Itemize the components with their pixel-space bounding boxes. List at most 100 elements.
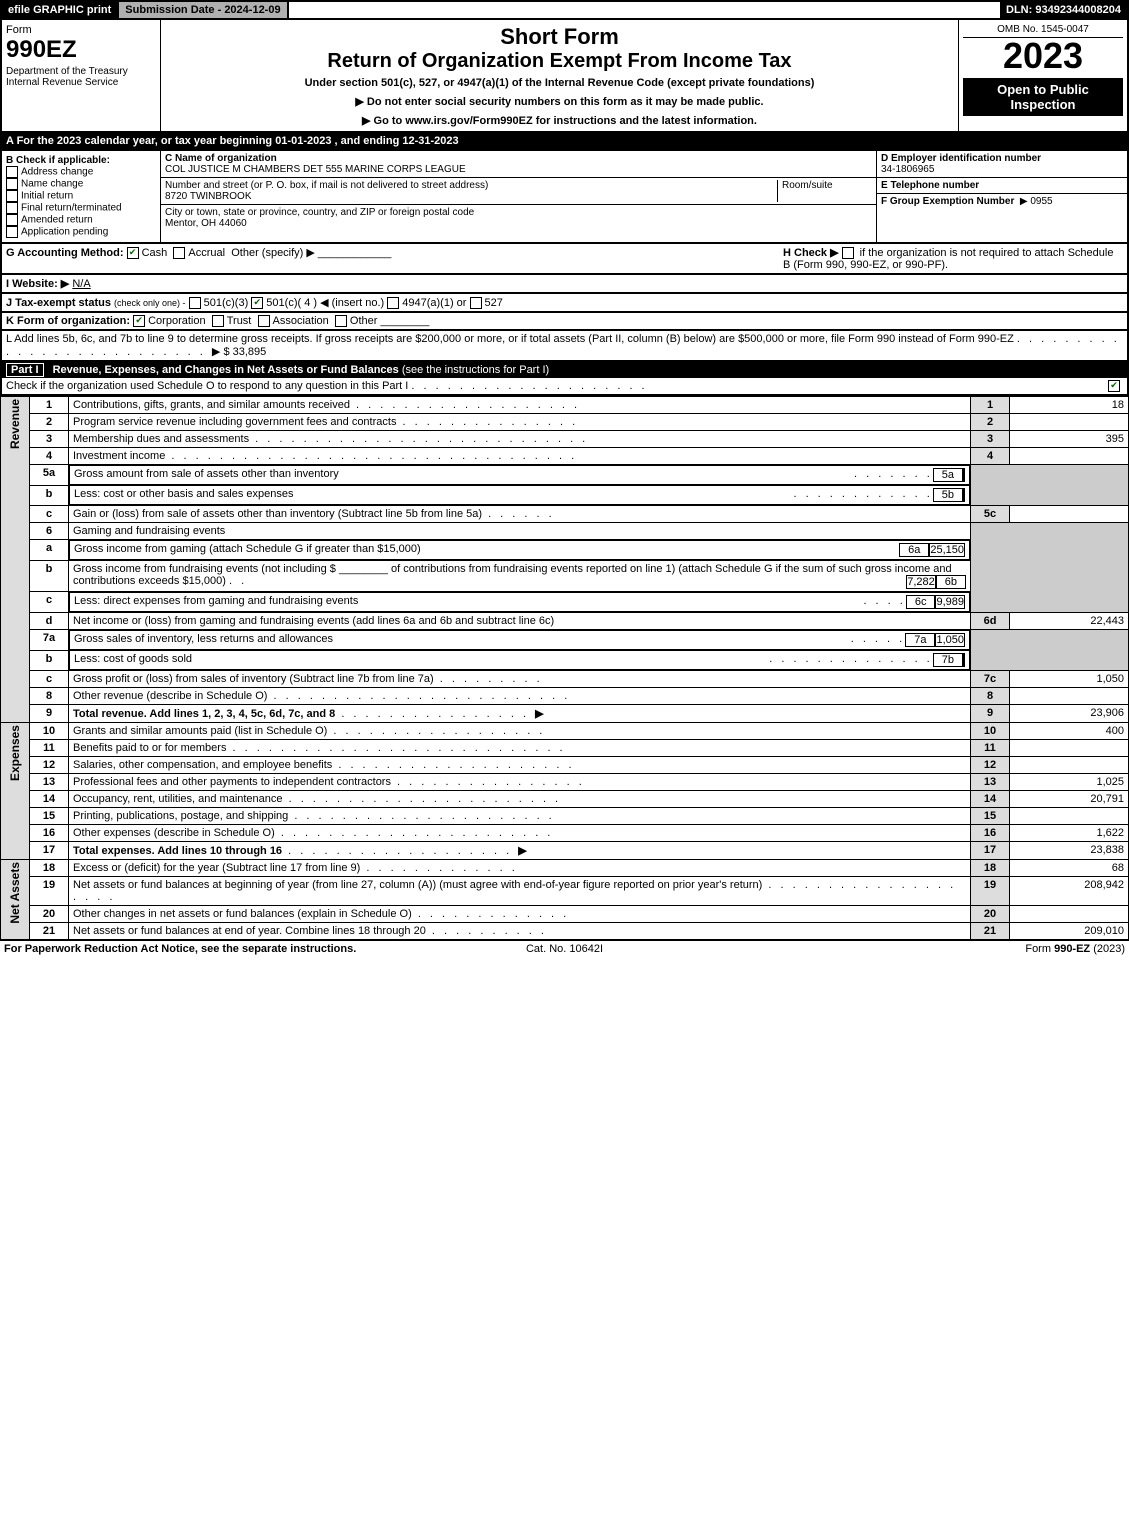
page-footer: For Paperwork Reduction Act Notice, see … [0, 940, 1129, 957]
l14-text: Occupancy, rent, utilities, and maintena… [73, 793, 283, 805]
room-label: Room/suite [777, 180, 872, 202]
chk-527[interactable] [470, 297, 482, 309]
l5c-amt [1010, 506, 1129, 523]
l6c-text: Less: direct expenses from gaming and fu… [74, 595, 863, 609]
lines-table: Revenue 1Contributions, gifts, grants, a… [0, 396, 1129, 940]
dln: DLN: 93492344008204 [1000, 2, 1127, 18]
chk-assoc[interactable] [258, 315, 270, 327]
netassets-label: Net Assets [8, 862, 22, 924]
l8-amt [1010, 688, 1129, 705]
l16-amt: 1,622 [1010, 825, 1129, 842]
f-label: F Group Exemption Number [881, 196, 1014, 207]
chk-trust[interactable] [212, 315, 224, 327]
j-o4: 527 [485, 297, 503, 309]
l1-amt: 18 [1010, 397, 1129, 414]
l7a-m: 1,050 [935, 633, 965, 647]
l20-amt [1010, 906, 1129, 923]
l10-text: Grants and similar amounts paid (list in… [73, 725, 327, 737]
footer-mid: Cat. No. 10642I [378, 943, 752, 955]
chk-address[interactable]: Address change [6, 166, 156, 178]
chk-accrual[interactable] [173, 247, 185, 259]
org-name: COL JUSTICE M CHAMBERS DET 555 MARINE CO… [165, 164, 872, 175]
l6-text: Gaming and fundraising events [69, 523, 971, 540]
k-o4: Other [350, 315, 378, 327]
line-i: I Website: ▶ N/A [0, 275, 1129, 294]
ein: 34-1806965 [881, 164, 934, 175]
chk-4947[interactable] [387, 297, 399, 309]
l5a-text: Gross amount from sale of assets other t… [74, 468, 854, 482]
l16-text: Other expenses (describe in Schedule O) [73, 827, 275, 839]
l1-text: Contributions, gifts, grants, and simila… [73, 399, 350, 411]
cash-label: Cash [142, 247, 168, 259]
chk-pending[interactable]: Application pending [6, 226, 156, 238]
dept-label: Department of the Treasury Internal Reve… [6, 66, 156, 88]
l6a-text: Gross income from gaming (attach Schedul… [74, 543, 899, 557]
l15-amt [1010, 808, 1129, 825]
l7a-text: Gross sales of inventory, less returns a… [74, 633, 851, 647]
short-form-title: Short Form [165, 24, 954, 50]
org-city: Mentor, OH 44060 [165, 218, 872, 229]
line-a: A For the 2023 calendar year, or tax yea… [0, 133, 1129, 151]
k-o2: Trust [227, 315, 252, 327]
l8-text: Other revenue (describe in Schedule O) [73, 690, 267, 702]
line-g-h: G Accounting Method: Cash Accrual Other … [0, 244, 1129, 275]
part1-hint: (see the instructions for Part I) [402, 364, 549, 376]
i-label: I Website: ▶ [6, 278, 69, 290]
efile-link[interactable]: efile GRAPHIC print [2, 2, 117, 18]
l3-amt: 395 [1010, 431, 1129, 448]
group-no: ▶ 0955 [1020, 196, 1053, 207]
part1-check-row: Check if the organization used Schedule … [0, 378, 1129, 396]
line-k: K Form of organization: Corporation Trus… [0, 313, 1129, 331]
k-o3: Association [273, 315, 329, 327]
l19-amt: 208,942 [1010, 877, 1129, 906]
l21-amt: 209,010 [1010, 923, 1129, 940]
open-inspection: Open to Public Inspection [963, 78, 1123, 116]
chk-h[interactable] [842, 247, 854, 259]
other-label: Other (specify) ▶ [231, 247, 315, 259]
org-address: 8720 TWINBROOK [165, 191, 777, 202]
chk-other[interactable] [335, 315, 347, 327]
revenue-label: Revenue [8, 399, 22, 449]
h-label: H Check ▶ [783, 247, 839, 259]
c-addr-label: Number and street (or P. O. box, if mail… [165, 180, 777, 191]
l5b-m [963, 488, 965, 502]
tax-year: 2023 [963, 38, 1123, 74]
l17-text: Total expenses. Add lines 10 through 16 [73, 845, 282, 857]
b-label: B Check if applicable: [6, 155, 156, 166]
form-label: Form [6, 24, 156, 36]
l6d-text: Net income or (loss) from gaming and fun… [69, 613, 971, 630]
subtitle: Under section 501(c), 527, or 4947(a)(1)… [165, 77, 954, 89]
l6b-pre: Gross income from fundraising events (no… [73, 563, 336, 575]
l9-text: Total revenue. Add lines 1, 2, 3, 4, 5c,… [73, 708, 335, 720]
l18-text: Excess or (deficit) for the year (Subtra… [73, 862, 360, 874]
chk-name[interactable]: Name change [6, 178, 156, 190]
l7b-text: Less: cost of goods sold [74, 653, 769, 667]
main-title: Return of Organization Exempt From Incom… [165, 50, 954, 73]
l15-text: Printing, publications, postage, and shi… [73, 810, 288, 822]
l21-text: Net assets or fund balances at end of ye… [73, 925, 426, 937]
l2-amt [1010, 414, 1129, 431]
l18-amt: 68 [1010, 860, 1129, 877]
c-city-label: City or town, state or province, country… [165, 207, 872, 218]
footer-right: Form 990-EZ (2023) [1025, 943, 1125, 955]
l6d-amt: 22,443 [1010, 613, 1129, 630]
chk-final[interactable]: Final return/terminated [6, 202, 156, 214]
chk-scho[interactable] [1108, 380, 1120, 392]
l4-text: Investment income [73, 450, 165, 462]
e-label: E Telephone number [881, 180, 979, 191]
l7c-text: Gross profit or (loss) from sales of inv… [73, 673, 434, 685]
chk-initial[interactable]: Initial return [6, 190, 156, 202]
k-o1: Corporation [148, 315, 205, 327]
l11-text: Benefits paid to or for members [73, 742, 226, 754]
submission-date: Submission Date - 2024-12-09 [117, 2, 288, 18]
chk-501c3[interactable] [189, 297, 201, 309]
l-amount: ▶ $ 33,895 [212, 346, 266, 358]
l17-amt: 23,838 [1010, 842, 1129, 860]
part-1-header: Part I Revenue, Expenses, and Changes in… [0, 362, 1129, 378]
chk-amended[interactable]: Amended return [6, 214, 156, 226]
l11-amt [1010, 740, 1129, 757]
chk-corp[interactable] [133, 315, 145, 327]
l10-amt: 400 [1010, 723, 1129, 740]
chk-501c[interactable] [251, 297, 263, 309]
chk-cash[interactable] [127, 247, 139, 259]
